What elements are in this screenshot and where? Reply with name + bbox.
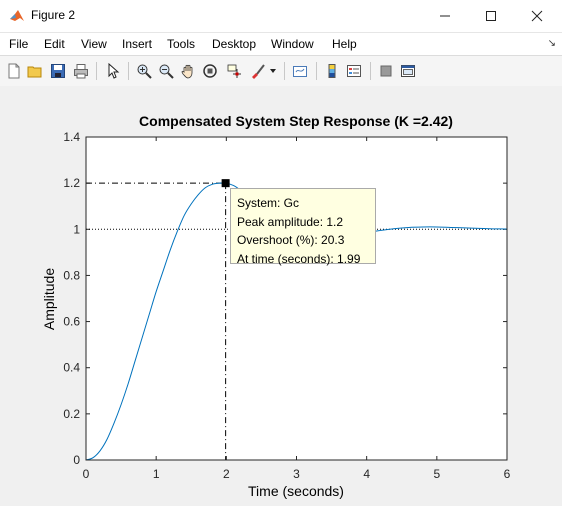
menu-file[interactable]: File xyxy=(9,37,29,51)
menu-help[interactable]: Help xyxy=(332,37,357,51)
title-bar: Figure 2 xyxy=(0,0,562,33)
maximize-icon xyxy=(486,11,496,21)
data-cursor-icon xyxy=(227,64,241,78)
save-icon xyxy=(51,64,65,78)
x-tick-label: 1 xyxy=(153,467,160,481)
y-tick-label: 1.2 xyxy=(63,176,80,190)
pan-icon xyxy=(181,64,193,79)
toolbar-separator xyxy=(128,62,129,80)
matlab-logo-icon xyxy=(10,10,24,21)
y-tick-label: 1.4 xyxy=(63,130,80,144)
hide-plot-tools-button[interactable] xyxy=(376,61,396,81)
axes-background xyxy=(86,137,507,460)
print-icon xyxy=(74,64,88,79)
axes-box xyxy=(85,136,508,461)
x-tick-label: 0 xyxy=(83,467,90,481)
close-button[interactable] xyxy=(514,0,560,32)
brush-button[interactable] xyxy=(248,61,268,81)
show-plot-tools-icon xyxy=(401,65,415,77)
zoom-out-icon xyxy=(159,64,174,79)
toolbar-separator xyxy=(370,62,371,80)
rotate-3d-button[interactable] xyxy=(200,61,220,81)
y-tick-label: 1 xyxy=(73,222,80,236)
zoom-in-button[interactable] xyxy=(134,61,154,81)
rotate-3d-icon xyxy=(203,64,217,78)
open-file-button[interactable] xyxy=(25,61,45,81)
data-tip-peak: Peak amplitude: 1.2 xyxy=(237,214,344,229)
pan-button[interactable] xyxy=(178,61,198,81)
y-tick-label: 0.8 xyxy=(63,268,80,282)
data-tip[interactable]: System: Gc Peak amplitude: 1.2 Overshoot… xyxy=(230,188,376,266)
y-tick-label: 0.4 xyxy=(63,361,80,375)
new-figure-icon xyxy=(8,63,20,79)
hide-plot-tools-icon xyxy=(380,65,392,77)
x-axis-label: Time (seconds) xyxy=(248,483,344,499)
y-tick-label: 0 xyxy=(73,453,80,467)
peak-marker[interactable] xyxy=(221,179,230,188)
menu-tools[interactable]: Tools xyxy=(167,37,196,51)
data-tip-overshoot: Overshoot (%): 20.3 xyxy=(237,233,345,247)
x-tick-label: 3 xyxy=(293,467,300,481)
zoom-out-button[interactable] xyxy=(156,61,176,81)
insert-legend-button[interactable] xyxy=(344,61,364,81)
edit-plot-icon xyxy=(108,63,120,79)
minimize-icon xyxy=(440,15,450,17)
new-figure-button[interactable] xyxy=(4,61,24,81)
zoom-in-icon xyxy=(137,64,152,79)
insert-colorbar-icon xyxy=(328,64,336,78)
x-tick-label: 6 xyxy=(504,467,511,481)
print-button[interactable] xyxy=(71,61,91,81)
menu-window[interactable]: Window xyxy=(271,37,314,51)
minimize-button[interactable] xyxy=(422,0,468,32)
x-tick-label: 4 xyxy=(363,467,370,481)
save-button[interactable] xyxy=(48,61,68,81)
insert-colorbar-button[interactable] xyxy=(322,61,342,81)
y-axis-label: Amplitude xyxy=(41,268,57,330)
menu-insert[interactable]: Insert xyxy=(122,37,153,51)
figure-toolbar xyxy=(0,55,562,87)
show-plot-tools-button[interactable] xyxy=(398,61,418,81)
insert-legend-icon xyxy=(347,65,361,77)
y-tick-label: 0.6 xyxy=(63,315,80,329)
brush-dropdown-button[interactable] xyxy=(268,61,278,81)
toolbar-separator xyxy=(316,62,317,80)
x-tick-label: 2 xyxy=(223,467,230,481)
edit-plot-button[interactable] xyxy=(103,61,123,81)
data-tip-time: At time (seconds): 1.99 xyxy=(237,251,361,266)
menu-desktop[interactable]: Desktop xyxy=(212,37,257,51)
open-file-icon xyxy=(27,66,42,78)
step-response-chart[interactable]: 0 0.2 0.4 0.6 0.8 1 1.2 1.4 0 1 2 3 4 5 6 Compensated… xyxy=(0,86,562,506)
menu-bar: File Edit View Insert Tools Desktop Wind… xyxy=(0,33,562,55)
chart-title: Compensated System Step Response (K =2.4… xyxy=(139,113,453,129)
menu-edit[interactable]: Edit xyxy=(44,37,65,51)
data-tip-system: System: Gc xyxy=(237,196,300,210)
toolbar-separator xyxy=(96,62,97,80)
link-plot-button[interactable] xyxy=(290,61,310,81)
data-cursor-button[interactable] xyxy=(224,61,244,81)
close-icon xyxy=(531,10,543,22)
link-plot-icon xyxy=(293,66,307,77)
maximize-button[interactable] xyxy=(468,0,514,32)
figure-canvas: 0 0.2 0.4 0.6 0.8 1 1.2 1.4 0 1 2 3 4 5 6 Compensated… xyxy=(0,86,562,506)
y-tick-label: 0.2 xyxy=(63,407,80,421)
menu-view[interactable]: View xyxy=(81,37,107,51)
brush-icon xyxy=(252,64,265,79)
x-tick-label: 5 xyxy=(433,467,440,481)
menu-dock-arrow-icon[interactable]: ↘ xyxy=(547,38,556,49)
window-title: Figure 2 xyxy=(31,8,76,22)
brush-dropdown-icon xyxy=(270,69,276,73)
toolbar-separator xyxy=(284,62,285,80)
